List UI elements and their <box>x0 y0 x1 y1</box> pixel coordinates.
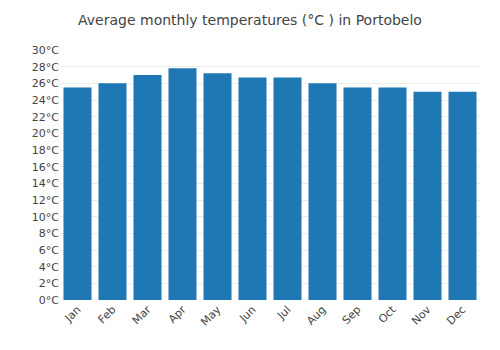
svg-text:Apr: Apr <box>166 303 189 326</box>
svg-text:Oct: Oct <box>376 303 399 326</box>
svg-text:22°C: 22°C <box>32 111 59 124</box>
svg-text:12°C: 12°C <box>32 194 59 207</box>
svg-text:8°C: 8°C <box>39 227 59 240</box>
svg-text:4°C: 4°C <box>39 261 59 274</box>
svg-text:Mar: Mar <box>130 303 154 327</box>
svg-text:May: May <box>198 303 224 329</box>
svg-text:Jan: Jan <box>62 303 84 325</box>
svg-text:6°C: 6°C <box>39 244 59 257</box>
svg-text:0°C: 0°C <box>39 294 59 307</box>
svg-text:26°C: 26°C <box>32 77 59 90</box>
svg-text:30°C: 30°C <box>32 44 59 57</box>
svg-text:Dec: Dec <box>444 303 468 327</box>
svg-text:24°C: 24°C <box>32 94 59 107</box>
svg-text:Nov: Nov <box>409 303 434 328</box>
svg-text:28°C: 28°C <box>32 61 59 74</box>
svg-text:Average monthly temperatures (: Average monthly temperatures (°C ) in Po… <box>78 12 422 28</box>
svg-text:Sep: Sep <box>340 303 364 327</box>
svg-text:16°C: 16°C <box>32 161 59 174</box>
svg-text:10°C: 10°C <box>32 211 59 224</box>
svg-text:14°C: 14°C <box>32 177 59 190</box>
svg-text:20°C: 20°C <box>32 127 59 140</box>
svg-text:Jun: Jun <box>236 303 258 325</box>
svg-text:2°C: 2°C <box>39 277 59 290</box>
svg-text:Feb: Feb <box>96 303 119 326</box>
svg-text:Aug: Aug <box>304 303 328 327</box>
svg-text:Jul: Jul <box>274 303 293 322</box>
svg-text:18°C: 18°C <box>32 144 59 157</box>
